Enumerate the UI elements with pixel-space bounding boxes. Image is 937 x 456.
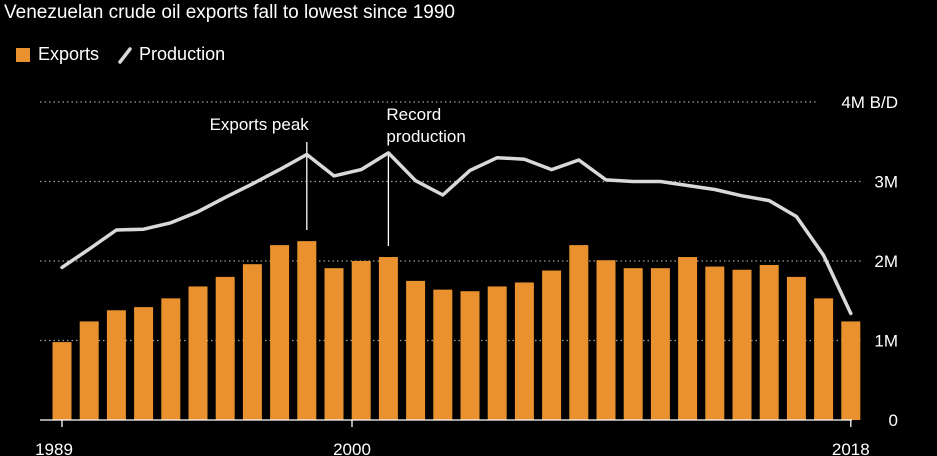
annotation-label: Record — [386, 105, 441, 124]
exports-bars — [52, 241, 861, 420]
y-tick-label: 1M — [874, 332, 898, 351]
exports-bar — [759, 264, 779, 420]
exports-bar — [487, 286, 507, 420]
annotation-label: production — [386, 127, 465, 146]
exports-bar — [514, 282, 534, 420]
legend-production-label: Production — [139, 44, 226, 64]
x-tick-label: 2000 — [333, 440, 371, 456]
production-line-icon — [118, 46, 132, 64]
exports-bar — [378, 257, 398, 420]
exports-bar — [623, 268, 643, 420]
exports-bar — [460, 291, 480, 420]
exports-bar — [705, 266, 725, 420]
exports-bar — [106, 310, 126, 420]
chart-title: Venezuelan crude oil exports fall to low… — [4, 2, 455, 23]
legend: Exports Production — [16, 44, 243, 65]
y-tick-label: 0 — [889, 411, 898, 430]
exports-bar — [134, 307, 154, 420]
exports-bar — [52, 342, 72, 420]
exports-bar — [596, 260, 616, 420]
exports-bar — [270, 245, 290, 420]
exports-bar — [650, 268, 670, 420]
exports-bar — [569, 245, 589, 420]
exports-bar — [351, 261, 371, 420]
exports-bar — [161, 298, 181, 420]
exports-bar — [786, 276, 806, 420]
exports-bar — [678, 257, 698, 420]
exports-bar — [242, 264, 262, 420]
legend-exports-label: Exports — [38, 44, 100, 64]
x-tick-label: 1989 — [35, 440, 73, 456]
y-axis-labels: 0 1M 2M 3M 4M B/D — [841, 93, 898, 430]
exports-bar — [732, 269, 752, 420]
x-tick-label: 2018 — [832, 440, 870, 456]
y-tick-label: 2M — [874, 252, 898, 271]
exports-bar — [297, 241, 317, 420]
production-line-group — [60, 151, 853, 316]
exports-bar — [215, 276, 235, 420]
x-axis: 1989 2000 2018 — [35, 419, 870, 456]
exports-bar — [814, 298, 834, 420]
y-tick-label: 3M — [874, 173, 898, 192]
y-tick-label: 4M B/D — [841, 93, 898, 112]
exports-bar — [406, 280, 426, 420]
exports-bar — [324, 268, 344, 420]
exports-bar — [433, 289, 453, 420]
production-line — [60, 151, 853, 316]
legend-item-production: Production — [117, 44, 225, 65]
exports-bar — [79, 321, 99, 420]
annotation-label: Exports peak — [210, 115, 310, 134]
legend-item-exports: Exports — [16, 44, 99, 65]
exports-bar — [841, 321, 861, 420]
exports-bar — [542, 270, 562, 420]
exports-swatch-icon — [16, 47, 30, 62]
exports-bar — [188, 286, 208, 420]
